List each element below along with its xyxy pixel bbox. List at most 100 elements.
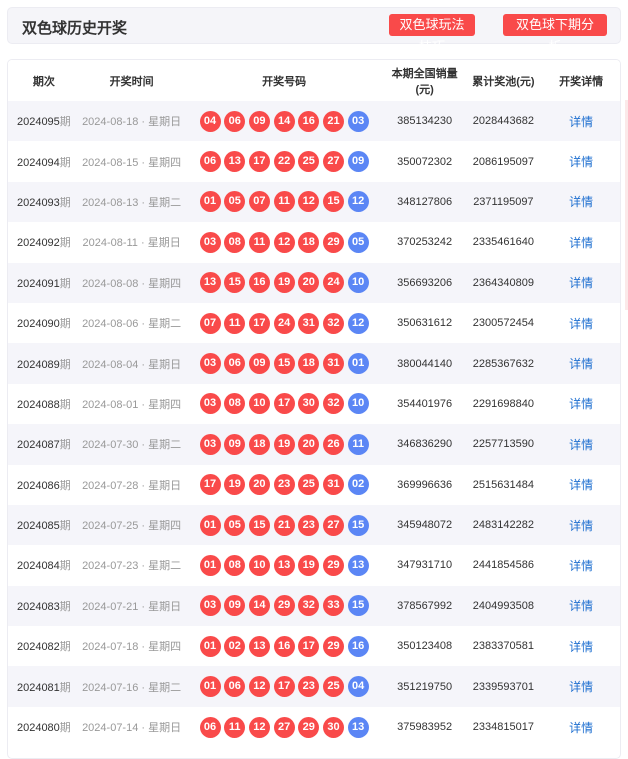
issue-cell: 2024086期 (8, 477, 80, 493)
red-ball: 06 (199, 716, 221, 738)
red-ball: 06 (224, 676, 246, 698)
table-row: 2024090期 2024-08-06 · 星期二 07 11 17 24 31 32 12… (8, 303, 620, 343)
detail-link[interactable]: 详情 (569, 680, 594, 695)
pool-value: 2364340809 (472, 276, 534, 289)
table-row: 2024095期 2024-08-18 · 星期日 04 06 09 14 16 21 03… (8, 101, 620, 142)
issue-cell: 2024090期 (8, 315, 80, 331)
table-row: 2024094期 2024-08-15 · 星期四 06 13 17 22 25 27 09… (8, 141, 620, 181)
draw-numbers: 07 11 17 24 31 32 12 (183, 312, 384, 334)
pool-value: 2257713590 (472, 438, 534, 451)
detail-link[interactable]: 详情 (569, 316, 594, 331)
draw-date: 2024-08-04 · 星期日 (82, 358, 182, 371)
next-analysis-button[interactable]: 双色球下期分析 (503, 14, 607, 54)
detail-link[interactable]: 详情 (569, 114, 594, 129)
table-row: 2024089期 2024-08-04 · 星期日 03 06 09 15 18 31 01… (8, 343, 620, 384)
issue-cell: 2024082期 (8, 638, 80, 654)
red-ball: 12 (248, 716, 270, 738)
red-ball: 19 (273, 272, 295, 294)
pool-value: 2483142282 (472, 519, 534, 532)
red-ball: 01 (199, 514, 221, 536)
red-ball: 25 (298, 151, 320, 173)
draw-numbers: 03 08 11 12 18 29 05 (183, 231, 384, 253)
red-ball: 03 (199, 231, 221, 253)
red-ball: 17 (199, 474, 221, 496)
detail-link[interactable]: 详情 (569, 437, 594, 452)
red-ball: 03 (199, 393, 221, 415)
detail-link[interactable]: 详情 (569, 155, 594, 170)
col-numbers: 开奖号码 (262, 75, 307, 88)
pool-value: 2339593701 (472, 680, 534, 693)
sales-value: 348127806 (397, 195, 453, 208)
red-ball: 18 (248, 433, 270, 455)
draw-numbers: 13 15 16 19 20 24 10 (183, 272, 384, 294)
red-ball: 15 (322, 191, 344, 213)
issue-number: 2024083 (16, 600, 60, 613)
draw-date: 2024-08-11 · 星期日 (82, 237, 181, 250)
draw-numbers: 03 08 10 17 30 32 10 (183, 393, 384, 415)
detail-link[interactable]: 详情 (569, 397, 594, 412)
issue-cell: 2024095期 (8, 113, 80, 129)
detail-link[interactable]: 详情 (569, 639, 594, 654)
draw-date: 2024-07-14 · 星期日 (82, 722, 182, 735)
red-ball: 17 (298, 635, 320, 657)
issue-suffix: 期 (59, 358, 71, 371)
sales-value: 350123408 (397, 640, 453, 653)
play-tips-button[interactable]: 双色球玩法技巧 (389, 14, 475, 54)
issue-cell: 2024092期 (8, 234, 80, 250)
issue-suffix: 期 (59, 520, 71, 533)
issue-suffix: 期 (59, 722, 71, 735)
draw-numbers: 01 08 10 13 19 29 13 (183, 554, 384, 576)
red-ball: 25 (322, 676, 344, 698)
detail-link[interactable]: 详情 (569, 599, 594, 614)
draw-date: 2024-08-08 · 星期四 (82, 277, 182, 290)
red-ball: 17 (248, 312, 270, 334)
col-issue: 期次 (32, 75, 55, 88)
blue-ball: 05 (347, 231, 369, 253)
detail-link[interactable]: 详情 (569, 276, 594, 291)
red-ball: 16 (248, 272, 270, 294)
red-ball: 07 (248, 191, 270, 213)
issue-number: 2024094 (16, 156, 60, 169)
detail-link[interactable]: 详情 (569, 195, 594, 210)
table-row: 2024086期 2024-07-28 · 星期日 17 19 20 23 25 31 02… (8, 465, 620, 505)
pool-value: 2334815017 (472, 721, 534, 734)
table-row: 2024091期 2024-08-08 · 星期四 13 15 16 19 20 24 10… (8, 262, 620, 303)
issue-number: 2024091 (16, 277, 60, 290)
draw-date: 2024-07-16 · 星期二 (82, 681, 182, 694)
detail-link[interactable]: 详情 (569, 558, 594, 573)
detail-link[interactable]: 详情 (569, 518, 594, 533)
detail-link[interactable]: 详情 (569, 357, 594, 372)
red-ball: 25 (298, 474, 320, 496)
red-ball: 27 (273, 716, 295, 738)
issue-number: 2024087 (16, 439, 60, 452)
sales-value: 350631612 (397, 317, 453, 330)
detail-link[interactable]: 详情 (569, 478, 594, 493)
page-title: 双色球历史开奖 (22, 20, 128, 37)
blue-ball: 15 (347, 595, 369, 617)
sales-value: 350072302 (397, 155, 453, 168)
red-ball: 03 (199, 433, 221, 455)
red-ball: 15 (273, 353, 295, 375)
sales-value: 370253242 (397, 236, 453, 249)
red-ball: 31 (298, 312, 320, 334)
issue-cell: 2024085期 (8, 517, 80, 533)
detail-link[interactable]: 详情 (569, 720, 594, 735)
issue-suffix: 期 (59, 641, 71, 654)
red-ball: 26 (322, 433, 344, 455)
red-ball: 11 (273, 191, 295, 213)
red-ball: 09 (224, 433, 246, 455)
red-ball: 17 (248, 151, 270, 173)
red-ball: 06 (224, 110, 246, 132)
detail-link[interactable]: 详情 (569, 235, 594, 250)
sales-value: 380044140 (397, 357, 453, 370)
red-ball: 18 (298, 231, 320, 253)
red-ball: 09 (224, 595, 246, 617)
issue-cell: 2024087期 (8, 436, 80, 452)
red-ball: 03 (199, 353, 221, 375)
red-ball: 13 (224, 151, 246, 173)
issue-number: 2024089 (16, 358, 60, 371)
issue-cell: 2024084期 (8, 557, 80, 573)
page-header: 双色球历史开奖 双色球玩法技巧 双色球下期分析 (7, 7, 621, 54)
pool-value: 2371195097 (473, 195, 534, 208)
red-ball: 13 (199, 272, 221, 294)
